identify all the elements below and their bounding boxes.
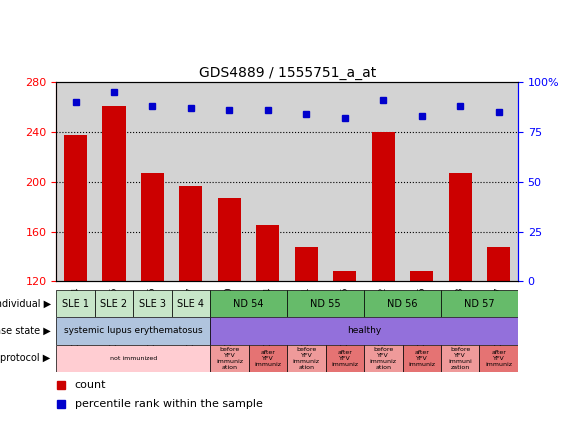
Bar — [141, 173, 164, 281]
Bar — [410, 272, 434, 281]
Bar — [287, 345, 325, 372]
Text: percentile rank within the sample: percentile rank within the sample — [75, 399, 263, 409]
Text: after
YFV
immuniz: after YFV immuniz — [332, 350, 358, 367]
Text: before
YFV
immuni
zation: before YFV immuni zation — [448, 347, 472, 370]
Text: protocol ▶: protocol ▶ — [1, 354, 51, 363]
Bar — [487, 247, 510, 281]
Bar — [210, 345, 249, 372]
Bar — [64, 135, 87, 281]
Bar — [180, 186, 203, 281]
Bar — [364, 345, 403, 372]
Bar — [441, 345, 480, 372]
Title: GDS4889 / 1555751_a_at: GDS4889 / 1555751_a_at — [199, 66, 376, 80]
Bar — [133, 290, 172, 317]
Bar — [56, 290, 95, 317]
Text: SLE 2: SLE 2 — [100, 299, 128, 308]
Bar — [172, 290, 210, 317]
Bar — [441, 290, 518, 317]
Bar — [403, 345, 441, 372]
Bar — [372, 132, 395, 281]
Text: after
YFV
immuniz: after YFV immuniz — [408, 350, 435, 367]
Text: ND 55: ND 55 — [310, 299, 341, 308]
Bar — [256, 225, 279, 281]
Text: individual ▶: individual ▶ — [0, 299, 51, 308]
Text: SLE 4: SLE 4 — [177, 299, 204, 308]
Text: count: count — [75, 380, 106, 390]
Bar — [210, 290, 287, 317]
Bar — [333, 272, 356, 281]
Bar — [287, 290, 364, 317]
Text: before
YFV
immuniz
ation: before YFV immuniz ation — [293, 347, 320, 370]
Bar — [56, 317, 210, 345]
Bar — [480, 345, 518, 372]
Bar — [218, 198, 241, 281]
Text: ND 54: ND 54 — [234, 299, 264, 308]
Bar — [325, 345, 364, 372]
Bar — [249, 345, 287, 372]
Bar — [210, 317, 518, 345]
Text: ND 56: ND 56 — [387, 299, 418, 308]
Bar — [364, 290, 441, 317]
Bar — [102, 106, 126, 281]
Text: SLE 1: SLE 1 — [62, 299, 89, 308]
Text: after
YFV
immuniz: after YFV immuniz — [254, 350, 282, 367]
Text: before
YFV
immuniz
ation: before YFV immuniz ation — [370, 347, 397, 370]
Bar — [95, 290, 133, 317]
Bar — [295, 247, 318, 281]
Text: SLE 3: SLE 3 — [139, 299, 166, 308]
Bar — [56, 345, 210, 372]
Bar — [449, 173, 472, 281]
Text: healthy: healthy — [347, 327, 381, 335]
Text: before
YFV
immuniz
ation: before YFV immuniz ation — [216, 347, 243, 370]
Text: ND 57: ND 57 — [464, 299, 495, 308]
Text: after
YFV
immuniz: after YFV immuniz — [485, 350, 512, 367]
Text: systemic lupus erythematosus: systemic lupus erythematosus — [64, 327, 203, 335]
Text: not immunized: not immunized — [110, 356, 157, 361]
Text: disease state ▶: disease state ▶ — [0, 326, 51, 336]
